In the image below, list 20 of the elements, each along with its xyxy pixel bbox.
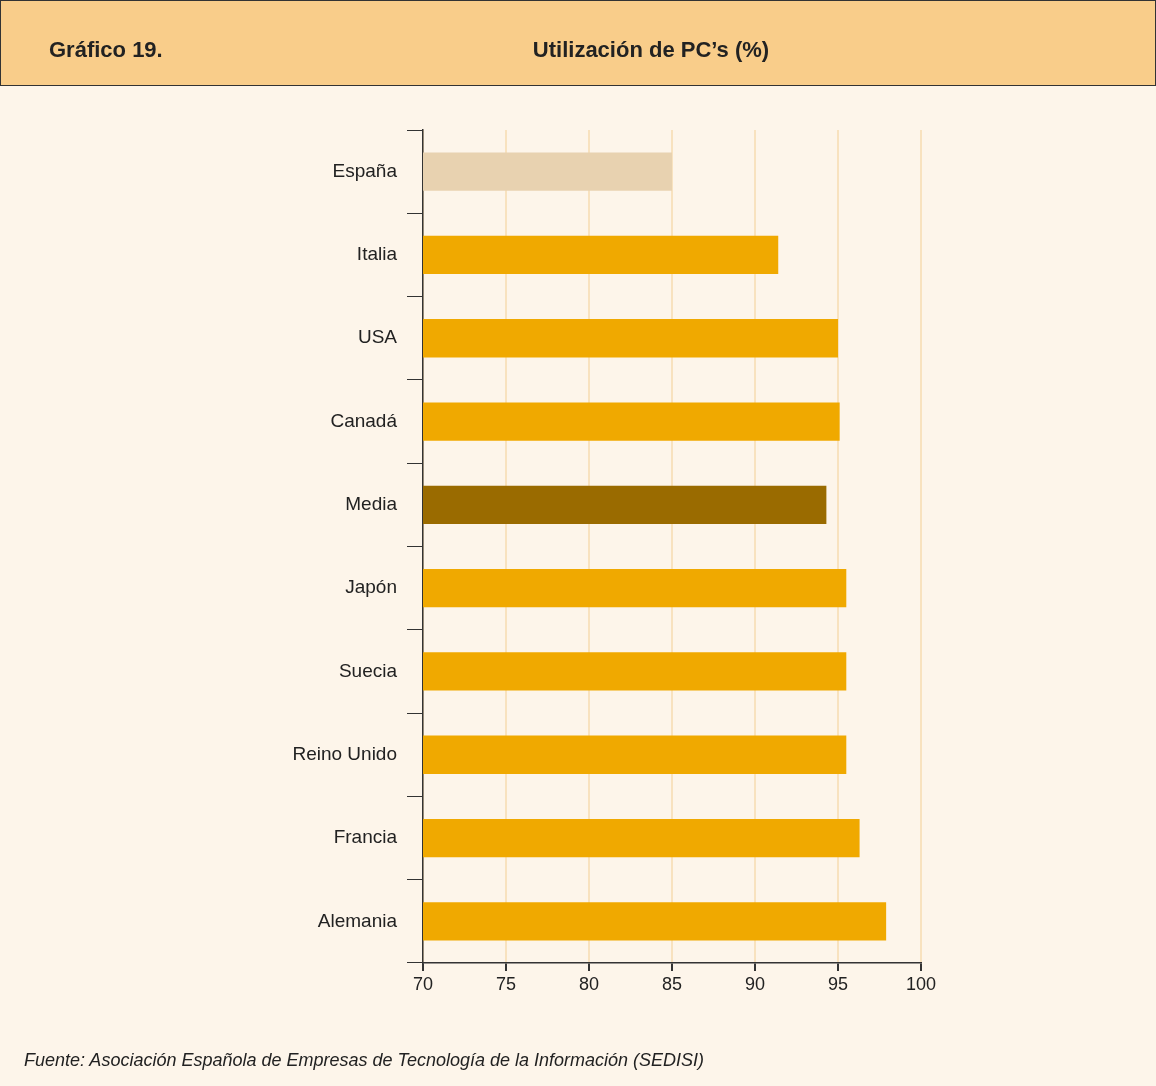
y-tick-label: Alemania	[317, 909, 398, 931]
x-tick-label: 85	[661, 973, 683, 994]
y-tick-label: Francia	[333, 826, 398, 848]
source-note: Fuente: Asociación Española de Empresas de Tecnología de la Información (SEDISI)	[24, 1050, 705, 1071]
y-tick-label: Reino Unido	[292, 742, 397, 764]
x-tick-label: 80	[578, 973, 600, 994]
x-tick-label: 100	[905, 973, 937, 994]
y-tick-label: Suecia	[338, 659, 398, 681]
text: Gráfico 19.	[49, 37, 163, 63]
x-tick-label: 95	[827, 973, 849, 994]
x-tick-label: 75	[495, 973, 517, 994]
y-tick-label: España	[332, 159, 398, 181]
y-tick-label: USA	[357, 326, 398, 348]
y-tick-label: Italia	[356, 243, 398, 265]
chart-title: Utilización de PC’s (%)	[532, 37, 770, 62]
x-tick-label: 90	[744, 973, 766, 994]
y-tick-label: Canadá	[330, 409, 398, 431]
y-tick-label: Media	[345, 493, 398, 515]
y-tick-label: Japón	[345, 576, 397, 598]
x-tick-label: 70	[412, 973, 434, 994]
